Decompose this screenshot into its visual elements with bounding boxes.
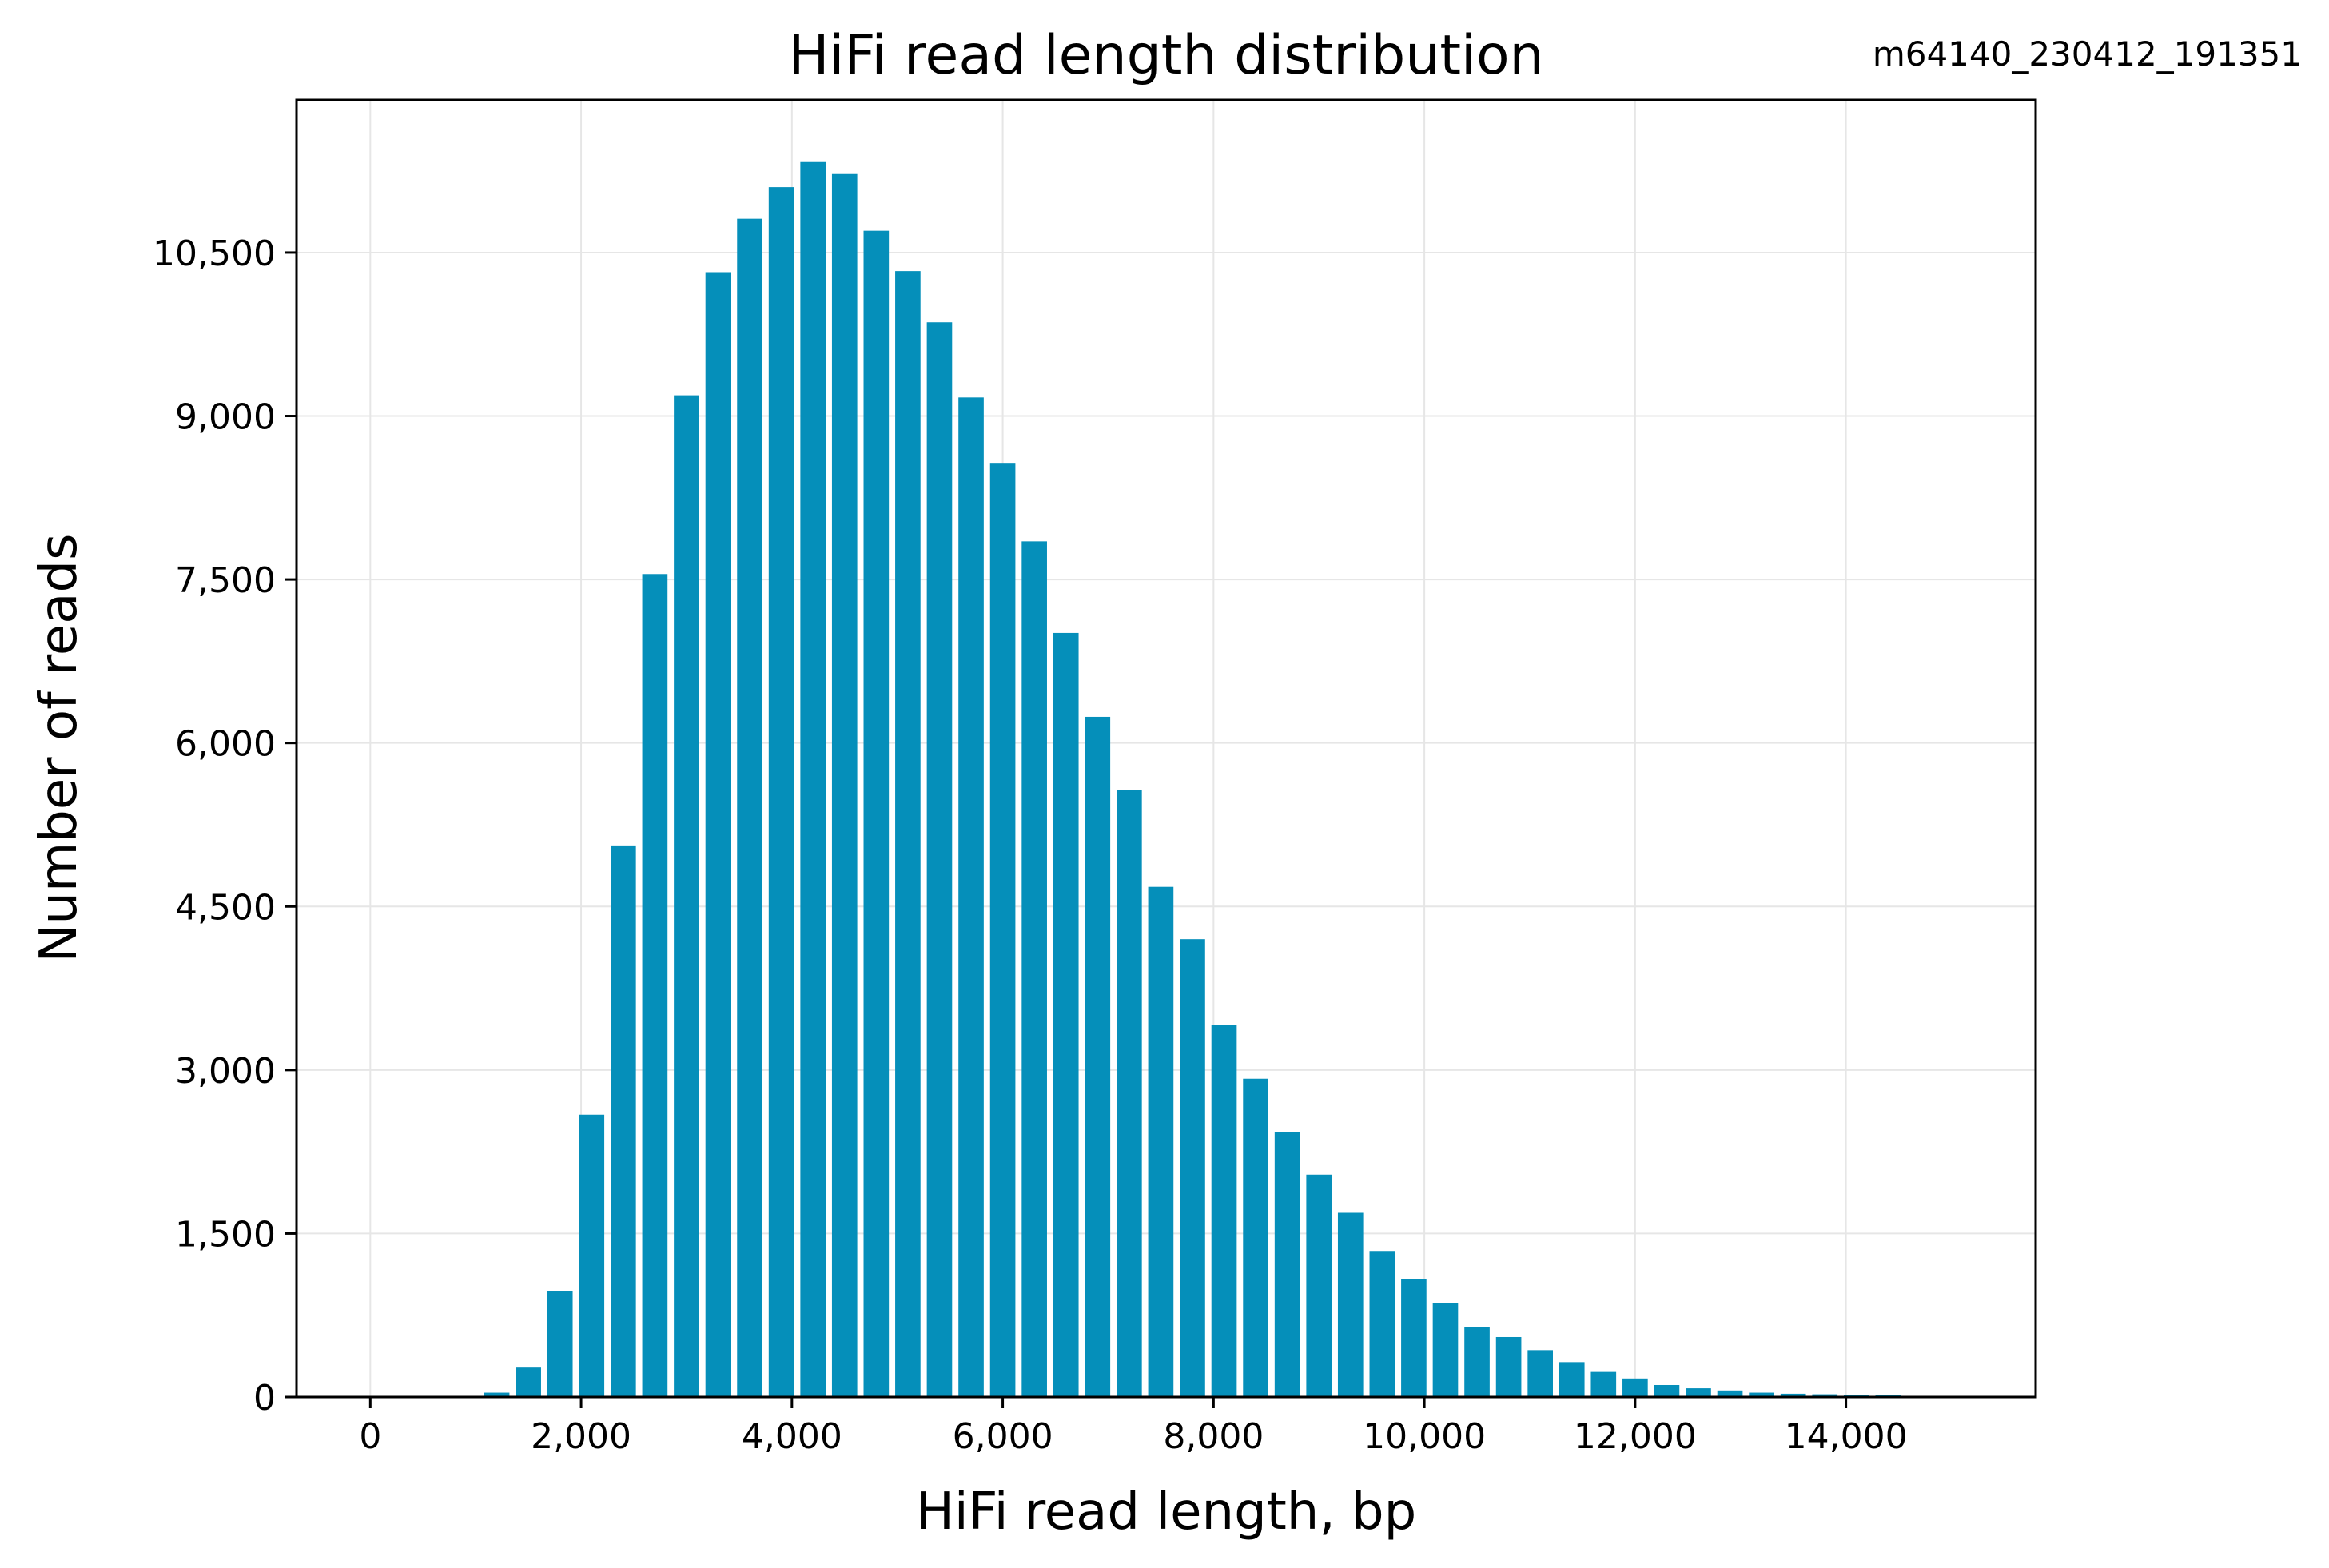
- axis-ticks: 0 2,000 4,000 6,000 8,000 10,000 12,000 14,000 0…: [153, 233, 1908, 1457]
- histogram-bar: [484, 1392, 510, 1397]
- histogram-bar: [1021, 541, 1047, 1398]
- histogram-bar: [1401, 1279, 1427, 1397]
- x-tick-label: 10,000: [1363, 1416, 1486, 1457]
- histogram-bar: [863, 230, 890, 1398]
- histogram-bar: [1243, 1078, 1268, 1397]
- grid-lines: [297, 100, 2036, 1398]
- plot-frame: [295, 98, 2037, 1399]
- histogram-bar: [1559, 1362, 1585, 1397]
- y-tick-label: 3,000: [175, 1051, 276, 1092]
- histogram-bar: [1686, 1388, 1711, 1397]
- y-tick-label: 1,500: [175, 1214, 276, 1255]
- histogram-bar: [1780, 1393, 1806, 1397]
- y-tick-label: 0: [253, 1378, 276, 1419]
- histogram-bar: [1654, 1384, 1680, 1397]
- x-tick-label: 12,000: [1574, 1416, 1697, 1457]
- histogram-bar: [1306, 1174, 1332, 1397]
- histogram-bar: [958, 397, 984, 1397]
- histogram-bar: [1749, 1392, 1774, 1397]
- histogram-bar: [989, 463, 1016, 1397]
- histogram-bar: [1274, 1132, 1300, 1397]
- histogram-bar: [705, 272, 731, 1398]
- histogram-bar: [895, 271, 921, 1397]
- histogram-bar: [1622, 1378, 1648, 1397]
- y-tick-label: 10,500: [153, 233, 276, 274]
- y-axis-label: Number of reads: [30, 534, 89, 963]
- histogram-bar: [926, 322, 953, 1398]
- histogram-bar: [1590, 1371, 1617, 1397]
- x-tick-label: 14,000: [1785, 1416, 1908, 1457]
- x-tick-label: 2,000: [531, 1416, 631, 1457]
- histogram-bar: [1148, 886, 1174, 1397]
- x-tick-label: 4,000: [742, 1416, 842, 1457]
- chart-title: HiFi read length distribution: [788, 24, 1543, 87]
- histogram-bar: [547, 1291, 573, 1397]
- histogram-bar: [1464, 1327, 1490, 1397]
- y-tick-label: 9,000: [175, 397, 276, 438]
- x-tick-label: 0: [359, 1416, 381, 1457]
- histogram-bar: [1495, 1336, 1522, 1397]
- histogram-bar: [610, 845, 636, 1397]
- histogram-bar: [831, 173, 858, 1397]
- y-tick-label: 6,000: [175, 724, 276, 765]
- histogram-bar: [1117, 790, 1142, 1397]
- histogram-bar: [1053, 632, 1079, 1397]
- histogram-bar: [516, 1367, 541, 1397]
- bars: [484, 161, 1965, 1398]
- histogram-bar: [800, 161, 826, 1397]
- histogram-bar: [1527, 1350, 1553, 1397]
- x-tick-label: 8,000: [1163, 1416, 1264, 1457]
- x-tick-label: 6,000: [953, 1416, 1053, 1457]
- histogram-bar: [579, 1114, 605, 1397]
- histogram-bar: [1717, 1390, 1743, 1397]
- histogram-bar: [1180, 939, 1205, 1397]
- histogram-bar: [1432, 1303, 1459, 1397]
- histogram-bar: [1369, 1251, 1395, 1397]
- histogram-bar: [642, 574, 668, 1397]
- histogram-bar: [737, 218, 762, 1397]
- histogram-bar: [1812, 1394, 1838, 1397]
- histogram-bar: [1085, 716, 1111, 1397]
- histogram-bar: [1211, 1025, 1237, 1397]
- y-tick-label: 7,500: [175, 560, 276, 601]
- histogram-bar: [674, 395, 699, 1398]
- x-axis-label: HiFi read length, bp: [916, 1482, 1417, 1542]
- run-id-label: m64140_230412_191351: [1873, 34, 2302, 74]
- histogram-bar: [768, 187, 794, 1397]
- y-tick-label: 4,500: [175, 887, 276, 928]
- histogram-bar: [1337, 1212, 1364, 1397]
